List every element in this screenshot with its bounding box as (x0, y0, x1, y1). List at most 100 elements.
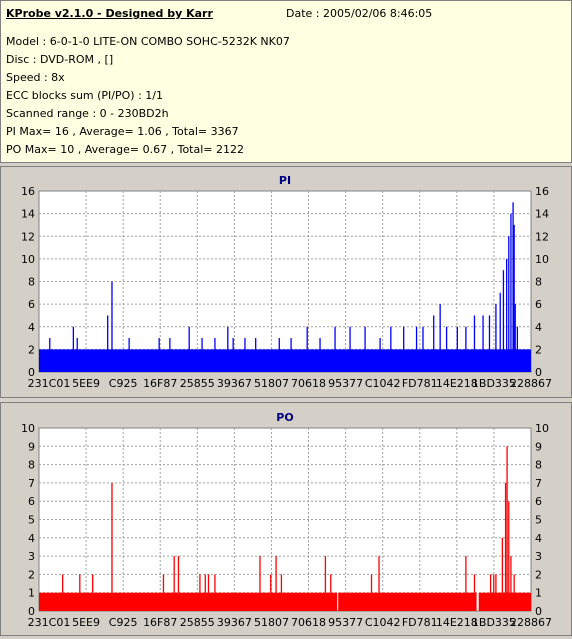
x-tick-label: 70618 (291, 377, 326, 390)
pi-chart: PI 0 0 2 2 4 4 6 6 8 8 10 10 12 12 14 14 16 16 231C01 5EE9 C9… (21, 174, 552, 390)
data-bar (379, 338, 381, 372)
x-tick-label: C1042 (365, 377, 401, 390)
data-bar (505, 258, 508, 372)
x-tick-label: FD781 (402, 616, 438, 629)
data-bar (324, 556, 327, 611)
data-bar (465, 556, 467, 611)
speed-line: Speed : 8x (6, 71, 65, 84)
x-tick-label: 231C01 (28, 616, 71, 629)
x-tick-label: 231C01 (28, 377, 71, 390)
chart-title: PO (276, 411, 293, 424)
data-bar (214, 338, 216, 372)
y-tick-label-left: 16 (21, 185, 35, 198)
data-bar (111, 281, 113, 372)
y-tick-label-right: 0 (535, 366, 542, 379)
y-tick-label-right: 4 (535, 532, 542, 545)
y-tick-label-right: 8 (535, 459, 542, 472)
baseline-bar (338, 592, 477, 611)
data-bar (495, 304, 497, 372)
data-bar (513, 224, 515, 372)
data-bar (473, 315, 476, 372)
data-bar (173, 556, 175, 611)
y-tick-label-left: 14 (21, 208, 35, 221)
data-bar (227, 326, 229, 372)
data-bar (255, 338, 257, 372)
x-tick-label: 25855 (180, 377, 215, 390)
x-tick-label: 39367 (217, 377, 252, 390)
x-tick-label: 70618 (291, 616, 326, 629)
x-tick-label: 5EE9 (72, 377, 100, 390)
x-tick-label: 51807 (254, 616, 289, 629)
data-bar (275, 556, 277, 611)
x-tick-label: 39367 (217, 616, 252, 629)
data-bar (79, 574, 81, 611)
data-bar (433, 315, 435, 372)
y-tick-label-right: 2 (535, 343, 542, 356)
y-tick-label-right: 6 (535, 298, 542, 311)
data-bar (232, 338, 234, 372)
data-bar (513, 574, 515, 611)
data-bar (516, 326, 519, 372)
data-bar (207, 574, 210, 611)
pi-stats-line: PI Max= 16 , Average= 1.06 , Total= 3367 (6, 125, 239, 138)
data-bar (370, 574, 373, 611)
data-bar (422, 326, 424, 372)
data-bar (177, 349, 180, 372)
y-tick-label-right: 5 (535, 514, 542, 527)
data-bar (107, 315, 109, 372)
x-tick-label: 95377 (328, 616, 363, 629)
data-bar (378, 556, 380, 611)
baseline-bar (39, 349, 531, 372)
data-bar (512, 202, 514, 372)
data-bar (72, 326, 75, 372)
disc-line: Disc : DVD-ROM , [] (6, 53, 114, 66)
data-bar (330, 574, 332, 611)
data-bar (495, 574, 497, 611)
data-bar (259, 556, 261, 611)
data-bar (76, 338, 78, 372)
data-bar (177, 556, 180, 611)
data-bar (445, 326, 448, 372)
data-bar (306, 326, 308, 372)
y-tick-label-left: 4 (28, 532, 35, 545)
y-tick-label-right: 16 (535, 185, 549, 198)
chart-title: PI (279, 174, 291, 187)
x-tick-label: 1BD335 (472, 616, 516, 629)
data-bar (456, 326, 458, 372)
y-tick-label-right: 2 (535, 568, 542, 581)
y-tick-label-right: 1 (535, 587, 542, 600)
x-tick-label: 228867 (510, 377, 552, 390)
data-bar (199, 574, 201, 611)
y-tick-label-left: 2 (28, 568, 35, 581)
y-tick-label-left: 8 (28, 276, 35, 289)
data-bar (493, 574, 495, 611)
ecc-line: ECC blocks sum (PI/PO) : 1/1 (6, 89, 163, 102)
data-bar (319, 338, 321, 372)
data-bar (204, 574, 206, 611)
po-chart: PO 0 0 1 1 2 2 3 3 4 4 5 5 6 6 7 7 8 8 9 9 10 10 231C01 5EE9 C925… (21, 411, 552, 629)
data-bar (499, 292, 501, 372)
baseline-bar (39, 592, 338, 611)
x-tick-label: C1042 (365, 616, 401, 629)
y-tick-label-left: 0 (28, 366, 35, 379)
data-bar (508, 501, 510, 611)
y-tick-label-left: 6 (28, 298, 35, 311)
y-tick-label-left: 7 (28, 477, 35, 490)
y-tick-label-left: 2 (28, 343, 35, 356)
model-line: Model : 6-0-1-0 LITE-ON COMBO SOHC-5232K… (6, 35, 290, 48)
y-tick-label-right: 12 (535, 230, 549, 243)
y-tick-label-left: 6 (28, 495, 35, 508)
data-bar (244, 338, 246, 372)
data-bar (169, 338, 171, 372)
data-bar (415, 326, 418, 372)
x-tick-label: 14E218 (436, 377, 478, 390)
data-bar (508, 236, 510, 372)
data-bar (403, 326, 405, 372)
data-bar (128, 338, 130, 372)
po-stats-line: PO Max= 10 , Average= 0.67 , Total= 2122 (6, 143, 244, 156)
x-tick-label: 25855 (180, 616, 215, 629)
data-bar (506, 446, 508, 611)
data-bar (188, 326, 190, 372)
y-tick-label-right: 8 (535, 276, 542, 289)
data-bar (111, 482, 113, 611)
